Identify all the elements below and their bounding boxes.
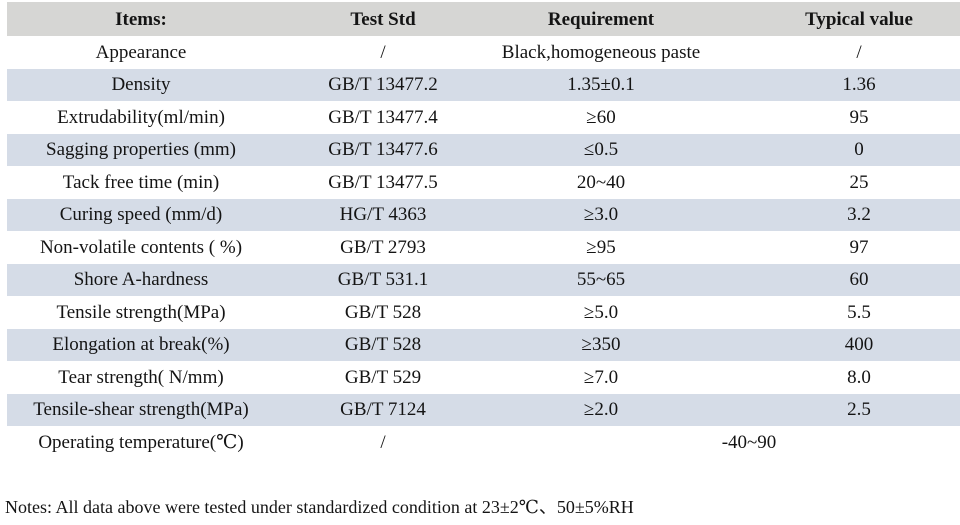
cell-test-std: /: [275, 36, 491, 69]
cell-typical-value: 0: [711, 133, 960, 166]
cell-typical-value: 1.36: [711, 68, 960, 101]
cell-requirement: ≥60: [491, 101, 711, 134]
cell-test-std: /: [275, 426, 491, 459]
cell-test-std: GB/T 531.1: [275, 263, 491, 296]
cell-item: Extrudability(ml/min): [7, 101, 275, 134]
column-header-items: Items:: [7, 2, 275, 36]
cell-typical-value: /: [711, 36, 960, 69]
cell-typical-value: 5.5: [711, 296, 960, 329]
cell-requirement: 55~65: [491, 263, 711, 296]
cell-item: Elongation at break(%): [7, 328, 275, 361]
cell-typical-value: 97: [711, 231, 960, 264]
table-row: Curing speed (mm/d) HG/T 4363 ≥3.0 3.2: [7, 198, 960, 231]
table-row: Extrudability(ml/min) GB/T 13477.4 ≥60 95: [7, 101, 960, 134]
cell-item: Curing speed (mm/d): [7, 198, 275, 231]
notes-text: Notes: All data above were tested under …: [5, 496, 634, 517]
table-row: Tensile strength(MPa) GB/T 528 ≥5.0 5.5: [7, 296, 960, 329]
cell-typical-value: 60: [711, 263, 960, 296]
cell-test-std: GB/T 7124: [275, 393, 491, 426]
cell-requirement: ≥95: [491, 231, 711, 264]
cell-test-std: GB/T 13477.2: [275, 68, 491, 101]
cell-item: Tensile-shear strength(MPa): [7, 393, 275, 426]
cell-typical-value: 3.2: [711, 198, 960, 231]
table-row: Tear strength( N/mm) GB/T 529 ≥7.0 8.0: [7, 361, 960, 394]
column-header-requirement: Requirement: [491, 2, 711, 36]
cell-item: Tear strength( N/mm): [7, 361, 275, 394]
cell-requirement: -40~90: [491, 426, 960, 459]
cell-requirement: ≥5.0: [491, 296, 711, 329]
cell-typical-value: 400: [711, 328, 960, 361]
table-row: Elongation at break(%) GB/T 528 ≥350 400: [7, 328, 960, 361]
cell-item: Sagging properties (mm): [7, 133, 275, 166]
table-header-row: Items: Test Std Requirement Typical valu…: [7, 2, 960, 36]
cell-test-std: GB/T 528: [275, 328, 491, 361]
table-row: Operating temperature(℃) / -40~90: [7, 426, 960, 459]
cell-test-std: GB/T 2793: [275, 231, 491, 264]
cell-requirement: 20~40: [491, 166, 711, 199]
cell-test-std: GB/T 13477.5: [275, 166, 491, 199]
cell-test-std: GB/T 529: [275, 361, 491, 394]
cell-item: Appearance: [7, 36, 275, 69]
cell-requirement: Black,homogeneous paste: [491, 36, 711, 69]
column-header-test-std: Test Std: [275, 2, 491, 36]
cell-typical-value: 8.0: [711, 361, 960, 394]
table-row: Appearance / Black,homogeneous paste /: [7, 36, 960, 69]
spec-table-wrapper: Items: Test Std Requirement Typical valu…: [7, 2, 960, 459]
cell-requirement: 1.35±0.1: [491, 68, 711, 101]
cell-requirement: ≥3.0: [491, 198, 711, 231]
cell-item: Shore A-hardness: [7, 263, 275, 296]
table-row: Tensile-shear strength(MPa) GB/T 7124 ≥2.0…: [7, 393, 960, 426]
cell-typical-value: 25: [711, 166, 960, 199]
cell-item: Tensile strength(MPa): [7, 296, 275, 329]
cell-item: Density: [7, 68, 275, 101]
cell-item: Non-volatile contents ( %): [7, 231, 275, 264]
table-body: Appearance / Black,homogeneous paste / Densi…: [7, 36, 960, 459]
table-row: Tack free time (min) GB/T 13477.5 20~40 25: [7, 166, 960, 199]
cell-item: Operating temperature(℃): [7, 426, 275, 459]
cell-requirement: ≥350: [491, 328, 711, 361]
table-row: Density GB/T 13477.2 1.35±0.1 1.36: [7, 68, 960, 101]
cell-requirement: ≤0.5: [491, 133, 711, 166]
table-row: Non-volatile contents ( %) GB/T 2793 ≥95 97: [7, 231, 960, 264]
cell-typical-value: 95: [711, 101, 960, 134]
column-header-typical-value: Typical value: [711, 2, 960, 36]
product-spec-table: Items: Test Std Requirement Typical valu…: [7, 2, 960, 459]
cell-item: Tack free time (min): [7, 166, 275, 199]
cell-test-std: GB/T 13477.6: [275, 133, 491, 166]
cell-requirement: ≥2.0: [491, 393, 711, 426]
table-row: Shore A-hardness GB/T 531.1 55~65 60: [7, 263, 960, 296]
cell-typical-value: 2.5: [711, 393, 960, 426]
cell-test-std: GB/T 13477.4: [275, 101, 491, 134]
table-row: Sagging properties (mm) GB/T 13477.6 ≤0.5 0: [7, 133, 960, 166]
cell-requirement: ≥7.0: [491, 361, 711, 394]
cell-test-std: HG/T 4363: [275, 198, 491, 231]
cell-test-std: GB/T 528: [275, 296, 491, 329]
